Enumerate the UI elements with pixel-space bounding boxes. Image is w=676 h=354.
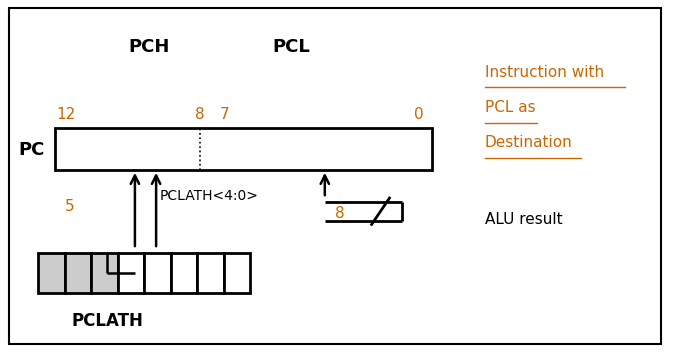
Bar	[39, 252, 65, 293]
Text: PCLATH: PCLATH	[72, 312, 144, 330]
Bar	[118, 252, 145, 293]
Text: Destination: Destination	[485, 135, 573, 150]
Bar	[55, 128, 432, 170]
Text: ALU result: ALU result	[485, 212, 562, 227]
Text: PCL: PCL	[272, 38, 310, 56]
Text: 7: 7	[220, 107, 230, 121]
Text: PCL as: PCL as	[485, 100, 535, 115]
Text: 0: 0	[414, 107, 423, 121]
Bar	[91, 252, 118, 293]
Bar	[171, 252, 197, 293]
Text: 12: 12	[57, 107, 76, 121]
Text: 5: 5	[64, 199, 74, 215]
Bar	[145, 252, 171, 293]
Bar	[65, 252, 91, 293]
Text: PC: PC	[18, 141, 45, 159]
Text: PCLATH<4:0>: PCLATH<4:0>	[160, 189, 258, 203]
Text: Instruction with: Instruction with	[485, 65, 604, 80]
Text: 8: 8	[335, 206, 344, 221]
Text: PCH: PCH	[129, 38, 170, 56]
Bar	[197, 252, 224, 293]
Text: 8: 8	[195, 107, 205, 121]
Bar	[224, 252, 251, 293]
